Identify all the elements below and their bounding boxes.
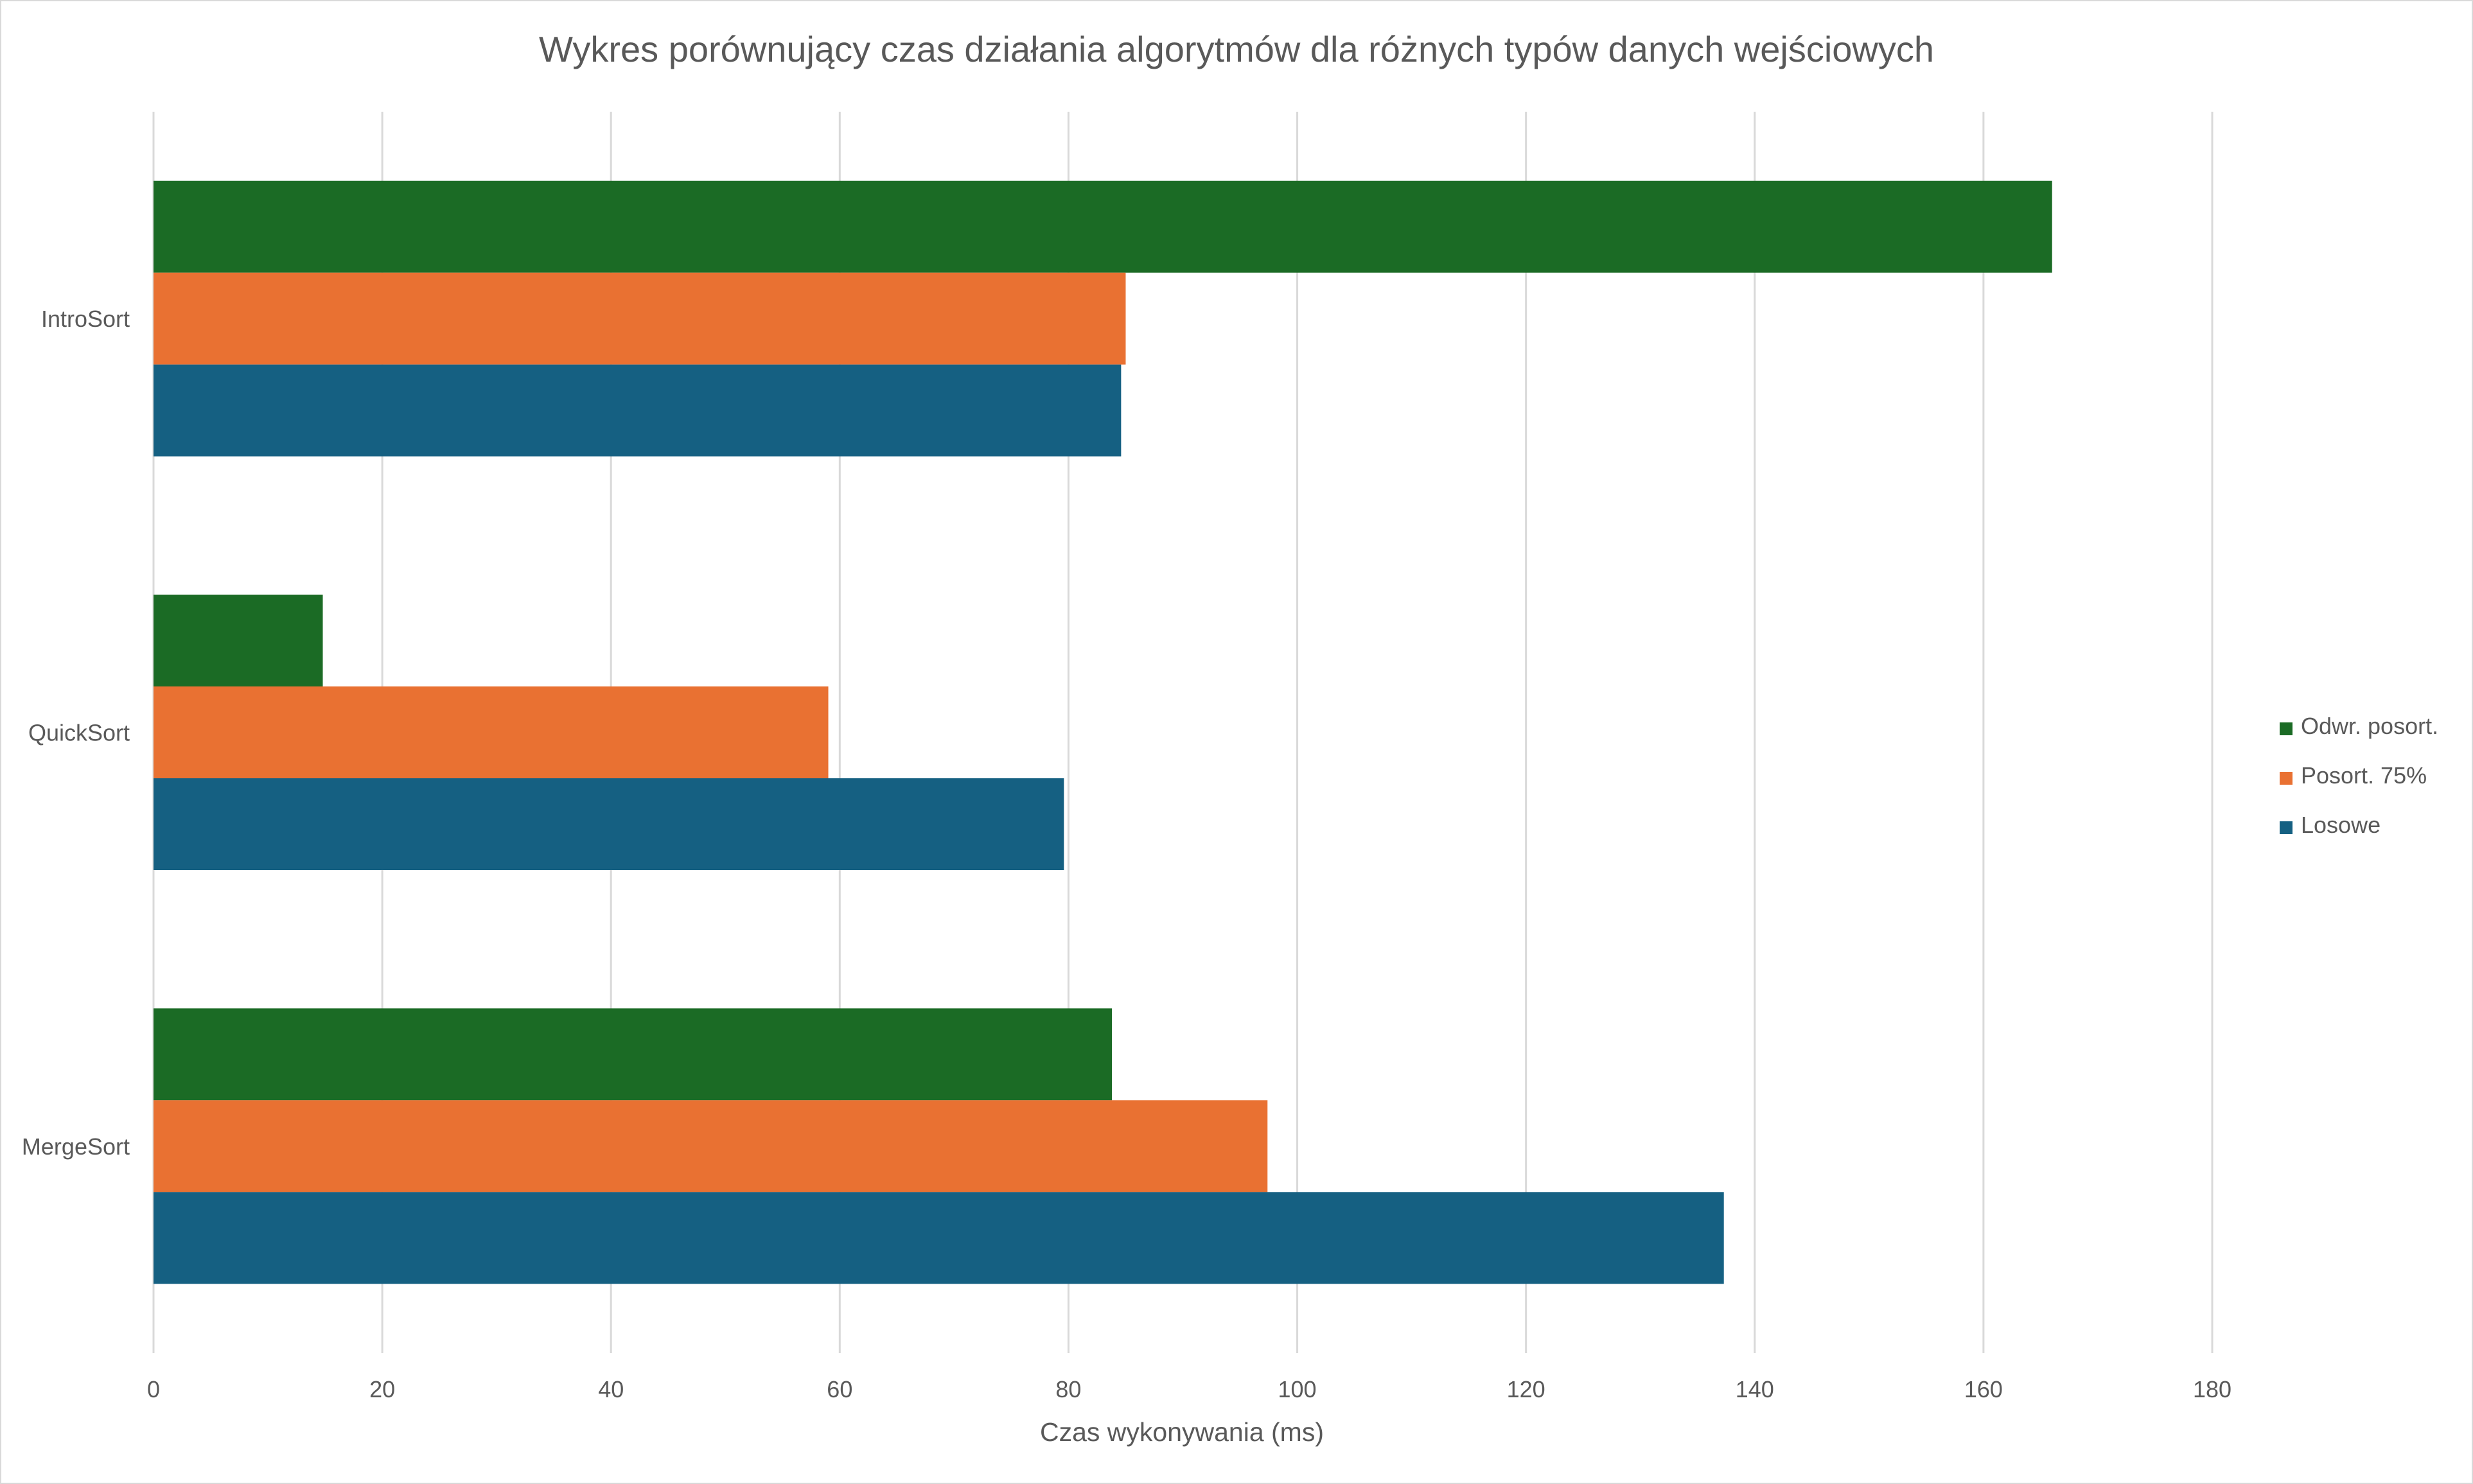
bar-mergesort-series-1 [154,1008,1113,1101]
x-tick-label: 180 [2193,1376,2231,1402]
bar-mergesort-series-3 [154,1192,1724,1284]
legend-label: Odwr. posort. [2301,713,2438,739]
legend: Odwr. posort. Posort. 75% Losowe [2280,713,2438,838]
legend-swatch [2280,722,2293,735]
bar-quicksort-series-1 [154,595,323,686]
bar-quicksort-series-2 [154,686,829,778]
legend-swatch [2280,821,2293,834]
x-tick-label: 100 [1278,1376,1317,1402]
chart-title: Wykres porównujący czas działania algory… [539,29,1934,69]
x-tick-labels: 0 20 40 60 80 100 120 140 160 180 [147,1376,2231,1402]
category-label-quicksort: QuickSort [28,720,130,746]
x-tick-label: 160 [1964,1376,2003,1402]
bars [154,180,2052,1284]
bar-introsort-series-1 [154,180,2052,273]
x-tick-label: 120 [1507,1376,1545,1402]
x-axis-title: Czas wykonywania (ms) [1040,1417,1324,1447]
x-tick-label: 140 [1736,1376,1774,1402]
legend-label: Posort. 75% [2301,762,2427,789]
bar-introsort-series-2 [154,272,1126,365]
category-label-introsort: IntroSort [41,306,130,332]
x-tick-label: 80 [1055,1376,1081,1402]
x-tick-label: 60 [827,1376,852,1402]
category-labels: IntroSort QuickSort MergeSort [22,306,130,1160]
bar-mergesort-series-2 [154,1100,1268,1192]
x-tick-label: 40 [598,1376,624,1402]
category-label-mergesort: MergeSort [22,1133,130,1160]
legend-label: Losowe [2301,812,2381,838]
x-tick-label: 20 [369,1376,395,1402]
bar-introsort-series-3 [154,364,1122,457]
bar-quicksort-series-3 [154,778,1064,870]
legend-swatch [2280,772,2293,785]
x-tick-label: 0 [147,1376,160,1402]
